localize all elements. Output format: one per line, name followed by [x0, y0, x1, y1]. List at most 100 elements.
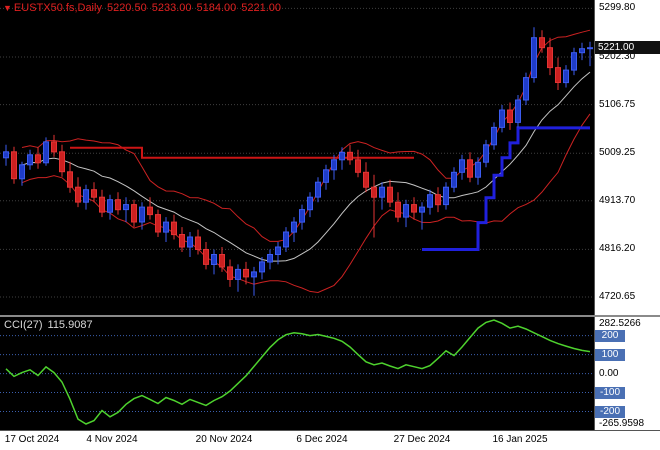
candle-body [459, 159, 465, 173]
candle-body [123, 204, 129, 211]
candle-body [331, 159, 337, 171]
step-lines [70, 126, 590, 251]
quote-close: 5221.00 [241, 2, 282, 14]
price-axis-label: 5202.30 [599, 51, 636, 62]
candle-body [99, 196, 105, 213]
candle-body [171, 221, 177, 236]
candle-body [147, 206, 153, 216]
candle-body [235, 268, 241, 280]
candle-body [339, 151, 345, 161]
cci-level-tag: -200 [595, 405, 625, 418]
candles-layer [3, 27, 593, 296]
candle-body [275, 246, 281, 255]
candle-body [523, 77, 529, 101]
candle-body [555, 67, 561, 83]
cci-level-lines [0, 335, 594, 412]
time-axis-label: 17 Oct 2024 [4, 434, 60, 445]
cci-level-tag: 100 [595, 348, 625, 361]
candle-body [115, 199, 121, 211]
candle-body [347, 151, 353, 161]
price-axis-label: 4720.65 [599, 291, 636, 302]
time-axis-label: 16 Jan 2025 [492, 434, 548, 445]
candle-body [211, 254, 217, 265]
candle-body [579, 48, 585, 54]
candle-body [51, 141, 57, 153]
cci-min-label: -265.9598 [599, 418, 645, 429]
candle-body [467, 159, 473, 178]
candle-body [563, 69, 569, 84]
support-step-line [422, 126, 590, 251]
candle-body [427, 194, 433, 208]
current-price-tag: 5221.00 [595, 40, 660, 54]
quote-high: 5233.00 [151, 2, 192, 14]
cci-level-tag: 200 [595, 329, 625, 342]
cci-max-label: 282.5266 [599, 318, 641, 329]
candle-body [411, 204, 417, 213]
time-axis-label: 20 Nov 2024 [195, 434, 253, 445]
candle-body [67, 171, 73, 188]
quote-low: 5184.00 [196, 2, 237, 14]
cci-zero-label: 0.00 [599, 367, 619, 379]
candle-body [83, 189, 89, 203]
candle-body [299, 209, 305, 223]
candle-body [435, 194, 441, 206]
candle-body [179, 234, 185, 248]
candle-body [27, 154, 33, 166]
candle-body [155, 214, 161, 233]
candle-body [363, 171, 369, 188]
panel-divider[interactable] [0, 315, 660, 317]
candle-body [267, 254, 273, 263]
price-axis[interactable]: 5299.80 5202.30 5106.75 5009.25 4913.70 4816.… [594, 0, 660, 430]
candle-body [515, 99, 521, 123]
indicator-value: 115.9087 [47, 319, 93, 331]
candle-body [187, 236, 193, 248]
candle-body [571, 52, 577, 71]
resistance-step-line [70, 146, 414, 159]
chart-canvas[interactable] [0, 0, 594, 430]
candle-body [251, 271, 257, 278]
candle-body [451, 171, 457, 188]
quote-open: 5220.50 [106, 2, 147, 14]
candle-body [355, 159, 361, 173]
candle-body [131, 204, 137, 223]
candle-body [75, 186, 81, 203]
candle-body [483, 144, 489, 163]
candle-body [419, 206, 425, 213]
candle-body [35, 154, 41, 164]
candle-body [259, 261, 265, 273]
candle-body [403, 204, 409, 218]
candle-body [291, 221, 297, 233]
indicator-name: CCI(27) [4, 319, 43, 331]
dropdown-triangle-icon[interactable]: ▼ [3, 3, 12, 13]
candle-body [475, 161, 481, 178]
candle-body [539, 37, 545, 49]
candle-body [243, 268, 249, 278]
quote-bar: ▼ EUSTX50.fs,Daily 5220.50 5233.00 5184.00 52… [3, 2, 286, 14]
candle-body [3, 151, 9, 159]
candle-body [587, 47, 593, 50]
candle-body [219, 254, 225, 268]
cci-line [5, 319, 591, 425]
time-axis-label: 6 Dec 2024 [296, 434, 348, 445]
candle-body [107, 199, 113, 213]
candle-body [547, 47, 553, 69]
candle-body [91, 189, 97, 198]
price-axis-label: 4913.70 [599, 194, 636, 206]
symbol-period-label: EUSTX50.fs,Daily [13, 2, 102, 14]
candle-body [531, 37, 537, 79]
candle-body [371, 186, 377, 198]
candle-body [323, 169, 329, 183]
indicator-label: CCI(27) 115.9087 [4, 319, 98, 331]
candle-body [491, 126, 497, 146]
candle-body [227, 266, 233, 280]
candle-body [59, 151, 65, 173]
candle-body [163, 221, 169, 233]
candle-body [307, 196, 313, 211]
time-axis[interactable]: 17 Oct 2024 4 Nov 2024 20 Nov 2024 6 Dec 20… [0, 430, 660, 450]
price-axis-label: 5299.80 [599, 2, 636, 14]
candle-body [395, 201, 401, 218]
candle-body [139, 206, 145, 223]
candle-body [379, 186, 385, 198]
time-axis-label: 27 Dec 2024 [393, 434, 451, 445]
